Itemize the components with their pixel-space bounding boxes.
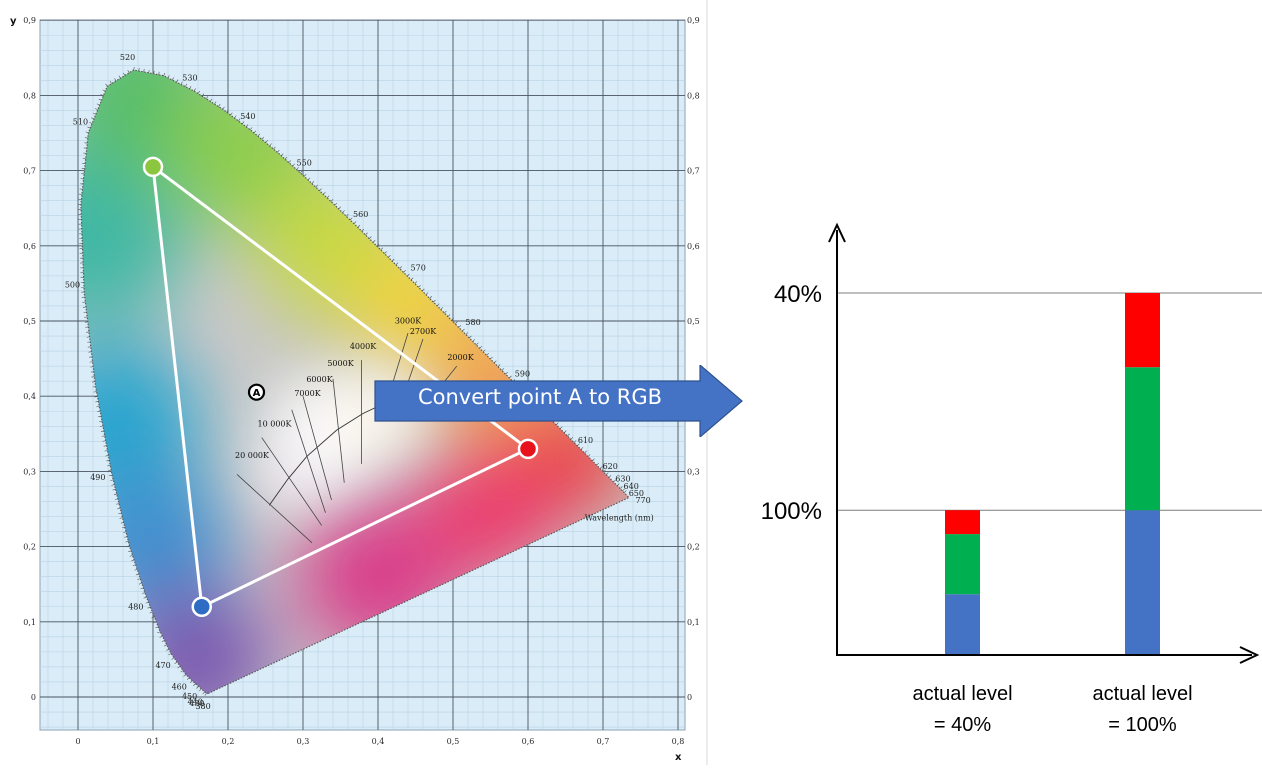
primary-green-dot xyxy=(144,158,162,176)
bar-chart-stacks xyxy=(945,293,1160,655)
y-tick-label: 0,5 xyxy=(23,317,36,326)
x-tick-label: 0,6 xyxy=(522,737,535,746)
wavelength-label: 770 xyxy=(635,496,650,505)
point-a-marker: A xyxy=(249,385,264,400)
cct-label: 5000K xyxy=(327,359,354,368)
y-tick-label-right: 0,9 xyxy=(687,16,700,25)
x-axis-name: x xyxy=(675,752,682,763)
bar-segment-red xyxy=(1125,293,1160,367)
x-tick-label: 0,8 xyxy=(672,737,685,746)
category-label-line1: actual level xyxy=(912,683,1012,705)
x-tick-label: 0,4 xyxy=(372,737,385,746)
cct-label: 20 000K xyxy=(235,451,270,460)
wavelength-label: 450 xyxy=(182,692,197,701)
bar-segment-blue xyxy=(1125,510,1160,655)
wavelength-label: 470 xyxy=(155,661,170,670)
y-tick-label: 0 xyxy=(31,693,36,702)
y-tick-label: 0,8 xyxy=(23,91,36,100)
wavelength-label: 500 xyxy=(65,280,80,289)
category-label-line1: actual level xyxy=(1092,683,1192,705)
y-tick-label-right: 0,3 xyxy=(687,467,700,476)
y-tick-label: 0,3 xyxy=(23,467,36,476)
bar-segment-red xyxy=(945,510,980,534)
wavelength-label: 490 xyxy=(90,473,105,482)
y-tick-label: 0,2 xyxy=(23,543,36,552)
y-tick-label: 40% xyxy=(774,281,822,308)
y-tick-label-right: 0,1 xyxy=(687,618,700,627)
wavelength-label: 560 xyxy=(353,210,368,219)
stacked-level-chart: 100% 40% actual level = 40% actual level = 1… xyxy=(740,200,1262,760)
wavelength-axis-label: Wavelength (nm) xyxy=(585,513,654,522)
y-tick-label: 0,4 xyxy=(23,392,36,401)
x-tick-label: 0,5 xyxy=(447,737,460,746)
bar-chart-gridlines xyxy=(837,293,1262,510)
wavelength-label: 480 xyxy=(128,602,143,611)
cct-label: 10 000K xyxy=(258,419,293,428)
wavelength-label: 460 xyxy=(172,683,187,692)
y-tick-label: 0,1 xyxy=(23,618,36,627)
y-tick-label-right: 0,6 xyxy=(687,242,700,251)
wavelength-label: 550 xyxy=(297,159,312,168)
wavelength-label: 520 xyxy=(120,53,135,62)
cct-label: 2000K xyxy=(447,353,474,362)
cct-label: 4000K xyxy=(350,342,377,351)
category-label-line2: = 100% xyxy=(1108,714,1177,736)
cct-label: 2700K xyxy=(410,327,437,336)
wavelength-label: 510 xyxy=(73,118,88,127)
wavelength-label: 530 xyxy=(182,74,197,83)
wavelength-label: 620 xyxy=(603,462,618,471)
bar-category-labels: actual level = 40% actual level = 100% xyxy=(912,683,1192,736)
bar-segment-green xyxy=(945,534,980,594)
y-tick-label: 100% xyxy=(761,498,822,525)
y-tick-label: 0,6 xyxy=(23,242,36,251)
bar-chart-axes xyxy=(829,225,1257,663)
bar-y-tick-labels: 100% 40% xyxy=(761,281,822,525)
cct-label: 6000K xyxy=(306,375,333,384)
cct-label: 7000K xyxy=(294,389,321,398)
wavelength-label: 580 xyxy=(465,318,480,327)
cct-label: 3000K xyxy=(395,316,422,325)
bar-segment-blue xyxy=(945,594,980,655)
convert-arrow-label: Convert point A to RGB xyxy=(380,383,700,411)
primary-red-dot xyxy=(519,440,537,458)
wavelength-label: 540 xyxy=(240,112,255,121)
y-tick-label-right: 0 xyxy=(687,693,692,702)
primary-blue-dot xyxy=(193,598,211,616)
bar-segment-green xyxy=(1125,367,1160,510)
category-label-line2: = 40% xyxy=(934,714,991,736)
x-tick-label: 0 xyxy=(75,737,80,746)
y-axis-name: y xyxy=(10,16,17,27)
y-tick-label-right: 0,5 xyxy=(687,317,700,326)
y-tick-label: 0,9 xyxy=(23,16,36,25)
y-tick-label-right: 0,7 xyxy=(687,167,700,176)
wavelength-label: 570 xyxy=(411,264,426,273)
y-tick-label-right: 0,2 xyxy=(687,543,700,552)
x-tick-label: 0,3 xyxy=(297,737,310,746)
y-tick-label-right: 0,8 xyxy=(687,91,700,100)
x-tick-label: 0,7 xyxy=(597,737,610,746)
stacked-bar-chart-svg: 100% 40% actual level = 40% actual level = 1… xyxy=(740,200,1262,760)
y-tick-label: 0,7 xyxy=(23,167,36,176)
wavelength-label: 610 xyxy=(578,436,593,445)
point-a-label: A xyxy=(253,388,261,399)
x-tick-label: 0,2 xyxy=(222,737,235,746)
x-tick-label: 0,1 xyxy=(147,737,160,746)
